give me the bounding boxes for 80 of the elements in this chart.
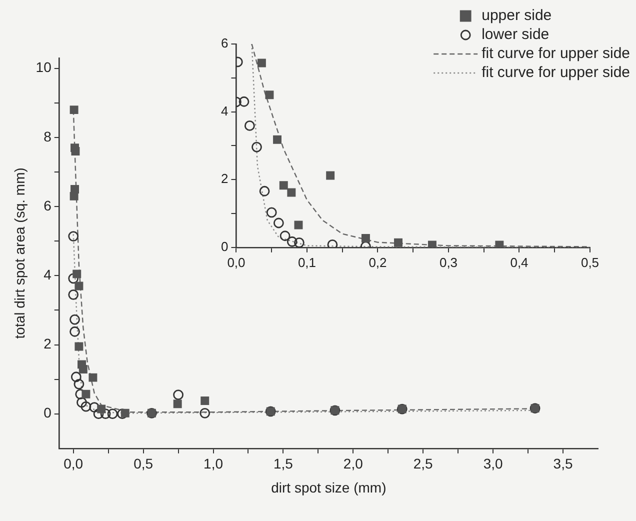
point [70,314,80,325]
point [70,372,82,382]
y-tick-label: 0 [44,404,52,421]
point [273,218,284,228]
point [173,400,182,408]
point [428,240,436,248]
point [74,342,84,351]
x-tick-label: 0,5 [580,254,600,270]
point [107,408,118,420]
point [279,181,288,190]
point [68,273,79,284]
x-tick-label: 1,0 [204,456,224,472]
legend-label: fit curve for upper side [482,64,630,82]
x-tick-label: 0,5 [134,456,154,472]
y-tick-label: 8 [44,128,52,144]
x-tick-label: 0,4 [510,254,528,270]
point [266,207,277,218]
point [68,289,79,300]
point [273,135,282,144]
point [361,234,370,242]
point [495,240,504,248]
y-tick-label: 0 [220,238,228,254]
x-tick-label: 0,1 [298,254,316,270]
x-tick-label: 2,0 [343,456,364,472]
point [89,402,100,412]
point [265,90,274,100]
point [74,282,84,290]
point [257,58,266,68]
point [120,408,130,418]
point [74,378,84,390]
point [80,401,92,412]
point [294,220,303,230]
y-tick-label: 10 [36,59,52,76]
point [173,390,184,400]
x-tick-label: 2,5 [413,456,434,472]
point [280,230,290,242]
point [200,396,210,405]
point [70,106,78,114]
point [76,397,87,408]
point [68,231,79,242]
point [327,239,338,248]
x-tick-label: 3,0 [483,456,504,472]
x-tick-label: 1,5 [273,456,294,472]
point [287,188,296,197]
point [244,120,255,131]
legend-label: fit curve for upper side [482,45,630,62]
point [259,186,270,196]
point [82,390,90,398]
x-tick-label: 0,2 [368,254,387,270]
point [252,142,262,152]
legend-label: lower side [482,26,550,44]
legend-label: upper side [482,7,552,24]
point [286,236,298,247]
point [93,408,104,420]
y-tick-label: 6 [220,36,228,51]
x-axis-title: dirt spot size (mm) [271,479,386,496]
y-tick-label: 4 [220,103,228,118]
y-tick-label: 4 [44,266,52,283]
point [117,408,128,420]
y-tick-label: 6 [44,197,52,214]
point [70,192,78,200]
point [72,270,82,278]
x-tick-label: 0,0 [64,456,84,472]
point [100,408,111,420]
point [78,365,88,374]
x-tick-label: 3,5 [553,456,573,472]
x-tick-label: 0,0 [227,254,246,270]
y-tick-label: 2 [44,336,52,352]
point [70,326,80,337]
point [294,237,304,248]
point [326,171,335,180]
point [394,238,402,247]
y-tick-label: 2 [220,171,228,186]
point [200,408,210,418]
point [97,404,106,414]
point [71,147,80,156]
point [238,96,250,107]
point [88,373,98,382]
x-tick-label: 0,3 [439,254,458,270]
y-axis-title: total dirt spot area (sq. mm) [11,168,28,339]
